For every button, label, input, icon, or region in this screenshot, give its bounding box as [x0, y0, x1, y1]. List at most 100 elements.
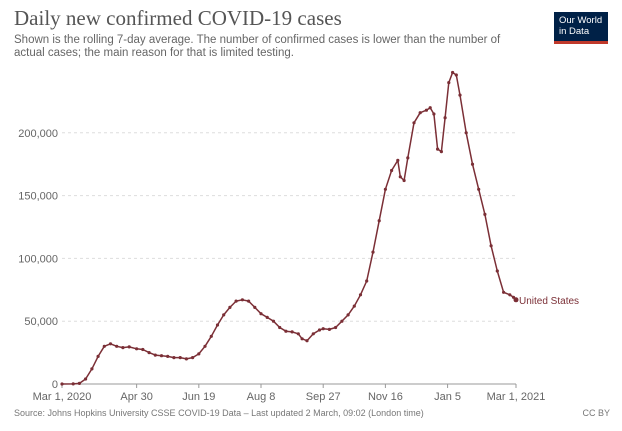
data-point: [443, 116, 447, 120]
data-point: [418, 111, 422, 115]
data-point: [259, 312, 263, 316]
data-point: [317, 328, 322, 332]
data-point: [284, 329, 288, 333]
data-point: [247, 299, 251, 303]
data-point: [377, 219, 381, 223]
data-point: [278, 325, 282, 330]
y-tick-label: 200,000: [18, 128, 58, 140]
y-axis-ticks: 0 50,000 100,000 150,000 200,000: [18, 128, 58, 391]
data-point: [166, 354, 170, 358]
data-point: [197, 352, 201, 356]
data-point: [436, 147, 440, 151]
logo-line-1: Our World: [559, 15, 603, 26]
data-point: [321, 327, 325, 331]
x-tick-label: Mar 1, 2021: [487, 391, 546, 403]
data-point: [383, 187, 387, 191]
data-point: [334, 325, 338, 330]
data-point: [458, 93, 462, 97]
data-point: [222, 313, 226, 317]
data-point: [483, 212, 487, 216]
data-point: [300, 337, 304, 341]
x-tick-label: Jun 19: [182, 391, 215, 403]
data-point: [451, 70, 455, 75]
data-point: [135, 347, 139, 351]
data-point: [102, 344, 106, 348]
data-point: [184, 357, 188, 361]
x-tick-label: Aug 8: [247, 391, 276, 403]
data-point: [398, 175, 402, 179]
owid-logo[interactable]: Our World in Data: [554, 12, 608, 44]
x-tick-label: Sep 27: [306, 391, 341, 403]
y-tick-label: 150,000: [18, 191, 58, 203]
data-point: [390, 168, 394, 173]
data-point: [447, 81, 451, 85]
data-point: [191, 356, 195, 360]
data-point: [215, 323, 220, 327]
data-point: [265, 315, 269, 319]
data-point: [495, 269, 499, 273]
data-point: [115, 344, 119, 348]
data-point: [253, 305, 257, 309]
data-point: [178, 356, 182, 360]
data-point: [153, 353, 157, 357]
data-point: [340, 319, 344, 323]
data-point: [464, 131, 468, 135]
series-label: United States: [519, 296, 579, 307]
data-point: [90, 367, 94, 371]
x-tick-label: Mar 1, 2020: [33, 391, 92, 403]
license-label[interactable]: CC BY: [582, 408, 610, 418]
y-tick-label: 50,000: [24, 316, 58, 328]
x-axis-ticks: Mar 1, 2020 Apr 30 Jun 19 Aug 8 Sep 27 Nov 16…: [33, 384, 546, 403]
data-point: [454, 73, 458, 77]
data-point: [489, 244, 493, 248]
series-end-marker: [513, 297, 519, 303]
x-tick-label: Apr 30: [120, 391, 152, 403]
data-point: [172, 356, 176, 360]
chart-title: Daily new confirmed COVID-19 cases: [14, 6, 342, 30]
data-point: [60, 382, 64, 386]
y-tick-label: 100,000: [18, 253, 58, 265]
data-point: [327, 327, 331, 331]
data-point: [412, 121, 416, 125]
data-point: [428, 106, 432, 110]
data-point: [470, 162, 475, 166]
data-point: [96, 354, 100, 358]
data-point: [311, 332, 315, 336]
data-point: [209, 334, 213, 338]
source-note: Source: Johns Hopkins University CSSE CO…: [14, 408, 424, 418]
data-point: [352, 304, 356, 308]
data-point: [240, 298, 244, 302]
x-tick-label: Jan 5: [434, 391, 461, 403]
data-point: [439, 150, 443, 154]
data-point: [203, 344, 207, 348]
data-point: [296, 332, 300, 336]
data-point: [358, 293, 363, 297]
data-point: [159, 354, 164, 358]
data-point: [127, 345, 131, 349]
data-point: [108, 342, 113, 346]
data-point: [271, 319, 276, 323]
chart-subtitle: Shown is the rolling 7-day average. The …: [14, 34, 501, 59]
y-tick-label: 0: [52, 379, 58, 391]
data-point: [234, 299, 238, 303]
data-point: [502, 290, 506, 294]
data-point: [508, 293, 512, 297]
data-point: [147, 351, 151, 355]
data-point: [371, 250, 375, 254]
data-point: [396, 158, 400, 162]
data-point: [346, 313, 350, 317]
data-point: [402, 178, 406, 183]
series-line: [61, 71, 517, 385]
data-point: [84, 377, 88, 381]
data-point: [121, 346, 125, 350]
data-point: [71, 382, 75, 386]
data-point: [290, 330, 294, 334]
data-point: [77, 381, 81, 385]
data-point: [432, 112, 436, 116]
data-point: [406, 156, 410, 160]
data-point: [228, 305, 232, 309]
data-point: [365, 279, 369, 283]
data-point: [305, 339, 309, 343]
data-point: [424, 108, 428, 112]
